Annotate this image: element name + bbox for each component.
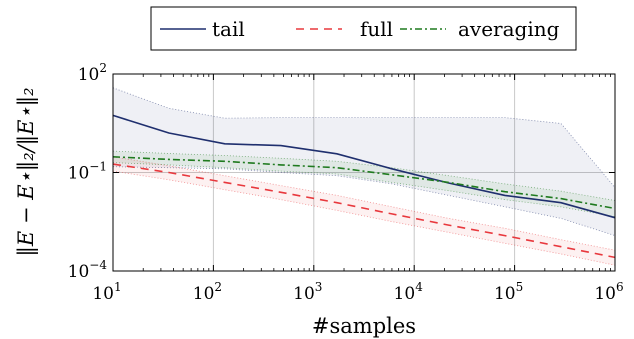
x-tick-label: 106 <box>594 280 623 304</box>
band-lower-averaging <box>112 162 616 218</box>
legend-label-tail: tail <box>212 17 245 41</box>
legend-label-averaging: averaging <box>458 17 560 41</box>
x-tick-label: 104 <box>394 280 424 304</box>
legend-label-full: full <box>360 17 393 41</box>
series-line-full <box>112 163 616 259</box>
y-tick-label: 10−4 <box>68 258 108 282</box>
band-upper-tail <box>112 87 616 188</box>
x-tick-label: 102 <box>193 280 222 304</box>
y-axis-label: ‖E − E⋆‖₂/‖E⋆‖₂ <box>14 87 39 256</box>
band-lower-tail <box>112 166 616 236</box>
series-line-tail <box>112 114 616 219</box>
series-lines <box>112 114 616 259</box>
band-upper-full <box>112 156 616 251</box>
x-tick-label: 103 <box>293 280 322 304</box>
y-tick-label: 102 <box>78 61 107 85</box>
x-axis-label: #samples <box>312 314 416 338</box>
legend: tail full averaging <box>150 6 577 51</box>
band-lower-full <box>112 170 616 266</box>
legend-box <box>150 6 577 51</box>
band-averaging <box>113 151 615 217</box>
x-tick-label: 101 <box>92 280 121 304</box>
y-tick-label: 10−1 <box>68 160 107 184</box>
series-line-averaging <box>112 156 616 210</box>
band-full <box>113 156 615 266</box>
x-tick-label: 105 <box>494 280 523 304</box>
ticks <box>112 73 616 272</box>
